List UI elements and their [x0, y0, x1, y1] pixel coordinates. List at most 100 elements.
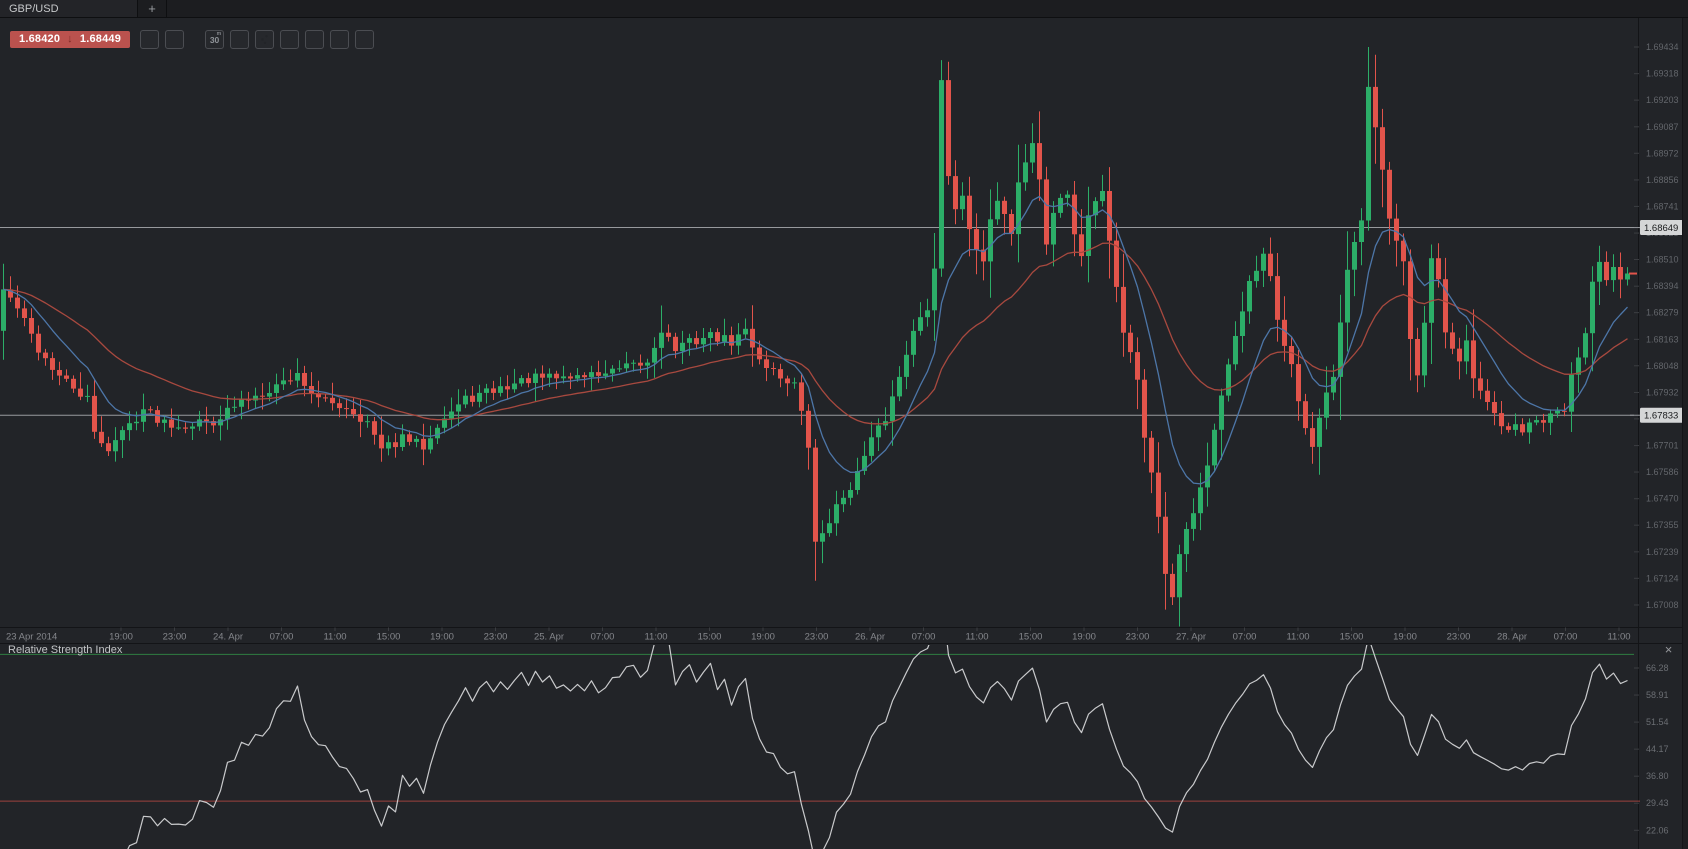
svg-text:19:00: 19:00 [751, 632, 775, 643]
tab-label: GBP/USD [9, 2, 59, 15]
svg-text:1.69087: 1.69087 [1646, 122, 1679, 132]
svg-text:11:00: 11:00 [965, 632, 988, 643]
ma-slow-line [3, 242, 1628, 425]
level-lines[interactable] [0, 227, 1634, 416]
svg-text:1.67701: 1.67701 [1646, 441, 1679, 451]
svg-text:24. Apr: 24. Apr [213, 632, 243, 643]
svg-text:28. Apr: 28. Apr [1497, 632, 1527, 643]
svg-text:07:00: 07:00 [591, 632, 615, 643]
svg-text:23:00: 23:00 [163, 632, 187, 643]
svg-text:1.68163: 1.68163 [1646, 334, 1679, 344]
zoom-in-button[interactable] [165, 30, 185, 49]
price-down-arrow-icon: ↓ [67, 33, 73, 45]
svg-text:23:00: 23:00 [1126, 632, 1150, 643]
copy-button[interactable] [305, 30, 325, 49]
annotate-button[interactable] [330, 30, 350, 49]
svg-text:58.91: 58.91 [1646, 690, 1669, 700]
new-tab-button[interactable]: + [138, 0, 167, 17]
svg-text:1.68048: 1.68048 [1646, 361, 1679, 371]
timeframe-button[interactable]: 30 m [205, 30, 225, 49]
level-labels[interactable]: 1.68649 1.67833 [1630, 220, 1684, 423]
time-axis[interactable]: 23 Apr 2014 19:00 23:00 24. Apr 07:00 11:00 15… [6, 627, 1631, 643]
svg-text:1.68856: 1.68856 [1646, 175, 1679, 185]
copy-layers-icon [308, 33, 321, 46]
svg-text:15:00: 15:00 [1019, 632, 1043, 643]
zoom-out-button[interactable] [140, 30, 160, 49]
price-axis[interactable]: 1.69434 1.69318 1.69203 1.69087 1.68972 1.688… [1634, 42, 1679, 610]
svg-text:1.67124: 1.67124 [1646, 573, 1679, 583]
svg-text:22.06: 22.06 [1646, 825, 1669, 835]
draw-button[interactable] [355, 30, 375, 49]
svg-text:07:00: 07:00 [270, 632, 294, 643]
candlestick-icon [233, 33, 246, 46]
edit-square-icon [333, 33, 346, 46]
tab-gbpusd[interactable]: GBP/USD [0, 0, 138, 17]
svg-text:1.67239: 1.67239 [1646, 547, 1679, 557]
chart-type-button[interactable] [230, 30, 250, 49]
quote-widget[interactable]: 1.68420 ↓ 1.68449 [10, 31, 131, 48]
svg-text:1.67008: 1.67008 [1646, 600, 1679, 610]
magnifier-minus-icon [143, 33, 156, 46]
screenshot-button[interactable] [280, 30, 300, 49]
right-edge-strip [1682, 18, 1688, 849]
chart-toolbar: 1.68420 ↓ 1.68449 30 m [10, 30, 375, 49]
timeframe-superscript: m [216, 31, 222, 37]
svg-text:23 Apr 2014: 23 Apr 2014 [6, 632, 57, 643]
svg-text:1.68279: 1.68279 [1646, 308, 1679, 318]
svg-text:19:00: 19:00 [430, 632, 454, 643]
svg-text:1.68972: 1.68972 [1646, 148, 1679, 158]
svg-text:11:00: 11:00 [1607, 632, 1630, 643]
pencil-icon [358, 33, 371, 46]
svg-text:1.69434: 1.69434 [1646, 42, 1679, 52]
toolbar-buttons: 30 m [140, 30, 375, 49]
svg-text:1.69203: 1.69203 [1646, 95, 1679, 105]
svg-text:07:00: 07:00 [912, 632, 936, 643]
bid-price: 1.68420 [19, 33, 61, 45]
svg-text:25. Apr: 25. Apr [534, 632, 564, 643]
svg-text:19:00: 19:00 [1072, 632, 1096, 643]
rsi-close-button[interactable]: × [1664, 642, 1673, 657]
rsi-line [127, 645, 1628, 849]
ma-fast-line [3, 195, 1628, 485]
timeframe-label: 30 [209, 34, 220, 45]
svg-text:36.80: 36.80 [1646, 771, 1669, 781]
magnifier-plus-icon [168, 33, 181, 46]
svg-text:07:00: 07:00 [1554, 632, 1578, 643]
svg-text:07:00: 07:00 [1233, 632, 1257, 643]
svg-text:11:00: 11:00 [323, 632, 346, 643]
svg-text:1.67470: 1.67470 [1646, 494, 1679, 504]
svg-text:1.68510: 1.68510 [1646, 255, 1679, 265]
svg-text:11:00: 11:00 [1286, 632, 1309, 643]
svg-text:15:00: 15:00 [1340, 632, 1364, 643]
svg-text:1.67355: 1.67355 [1646, 520, 1679, 530]
svg-text:26. Apr: 26. Apr [855, 632, 885, 643]
svg-text:29.43: 29.43 [1646, 798, 1669, 808]
svg-text:23:00: 23:00 [484, 632, 508, 643]
candles-layer [1, 47, 1630, 627]
svg-text:19:00: 19:00 [1393, 632, 1417, 643]
svg-text:1.68394: 1.68394 [1646, 281, 1679, 291]
plus-icon: + [148, 1, 156, 16]
svg-text:1.68741: 1.68741 [1646, 201, 1679, 211]
svg-text:1.67932: 1.67932 [1646, 388, 1679, 398]
svg-text:1.69318: 1.69318 [1646, 69, 1679, 79]
svg-text:1.67833: 1.67833 [1644, 411, 1678, 422]
svg-text:23:00: 23:00 [1447, 632, 1471, 643]
sliders-icon [261, 35, 268, 44]
svg-text:44.17: 44.17 [1646, 744, 1669, 754]
svg-text:15:00: 15:00 [377, 632, 401, 643]
svg-text:1.68649: 1.68649 [1644, 223, 1678, 234]
svg-text:15:00: 15:00 [698, 632, 722, 643]
rsi-axis[interactable]: 66.28 58.91 51.54 44.17 36.80 29.43 22.06 [1634, 663, 1669, 835]
expand-arrow-icon [283, 33, 296, 46]
tab-bar: GBP/USD + [0, 0, 1688, 18]
svg-text:66.28: 66.28 [1646, 663, 1669, 673]
svg-text:27. Apr: 27. Apr [1176, 632, 1206, 643]
svg-text:23:00: 23:00 [805, 632, 829, 643]
svg-text:11:00: 11:00 [644, 632, 667, 643]
price-chart-canvas[interactable]: 1.69434 1.69318 1.69203 1.69087 1.68972 1.688… [0, 18, 1688, 849]
indicators-button[interactable] [255, 30, 275, 49]
rsi-panel-title: Relative Strength Index [8, 644, 123, 656]
svg-text:51.54: 51.54 [1646, 717, 1669, 727]
